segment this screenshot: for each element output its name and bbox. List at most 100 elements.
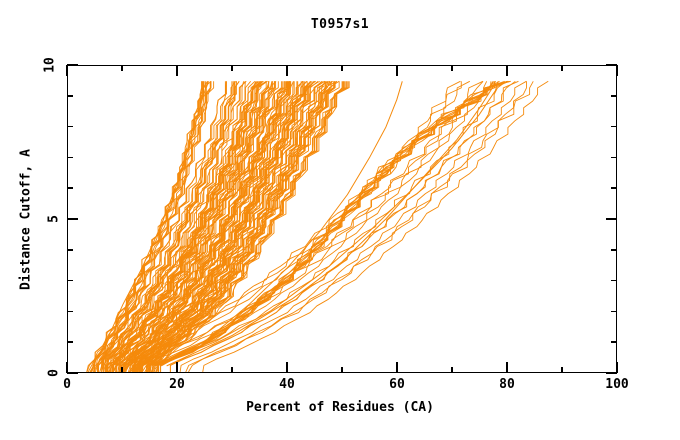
data-curve [107,81,252,372]
y-tick-right [611,341,617,343]
data-curve [160,81,403,367]
x-tick-label: 60 [389,377,405,392]
data-curve [112,81,277,372]
y-tick-right [611,125,617,128]
x-tick-bottom [341,367,343,373]
x-tick-bottom [66,362,68,373]
data-curve [95,80,315,367]
x-tick-label: 100 [605,377,629,392]
x-tick-top [451,65,453,71]
data-curve [125,81,294,372]
y-tick-right [611,156,617,159]
x-tick-bottom [396,362,398,373]
data-curve [109,80,261,372]
y-tick-right [611,95,617,97]
curves-layer [86,80,549,372]
data-curve [141,81,336,372]
y-tick-left [67,64,78,66]
y-tick-right [606,372,617,374]
x-tick-top [121,65,123,71]
x-tick-top [396,65,398,76]
y-tick-left [67,341,73,343]
data-curve [155,81,499,367]
x-tick-label: 0 [63,377,71,392]
x-tick-top [66,65,68,76]
y-tick-label: 0 [46,369,62,377]
data-curve [106,81,270,372]
data-curve [157,80,511,372]
data-curve [133,81,326,372]
data-curve [134,80,323,372]
x-tick-top [506,65,508,76]
data-curve [188,81,534,372]
data-curve [101,81,240,372]
data-curve [137,81,332,372]
data-curve [131,80,316,372]
data-curve [134,80,312,372]
data-curve [90,81,204,372]
data-curve [101,81,236,372]
y-tick-left [67,156,73,159]
data-curve [115,81,462,372]
data-curve [97,81,237,372]
x-tick-top [561,65,563,71]
data-curve [160,80,507,372]
data-curve [105,81,275,372]
x-tick-bottom [616,362,618,373]
x-tick-bottom [451,367,453,373]
data-curve [202,80,549,372]
data-curve [98,81,215,372]
data-curve [137,80,484,372]
data-curve [185,81,527,372]
x-tick-label: 20 [169,377,185,392]
data-curve [121,81,289,372]
x-tick-top [231,65,233,71]
data-curve [133,80,316,372]
x-tick-top [616,65,618,76]
data-curve [105,81,257,372]
data-curve [108,81,273,372]
y-tick-left [67,310,73,313]
x-tick-top [286,65,288,76]
x-tick-label: 40 [279,377,295,392]
y-tick-right [611,187,617,189]
data-curve [87,81,203,372]
data-curve [170,80,519,372]
x-axis-label: Percent of Residues (CA) [246,400,434,415]
y-axis-label: Distance Cutoff, A [18,149,34,290]
x-tick-bottom [176,362,178,373]
y-tick-left [67,372,78,374]
x-tick-bottom [506,362,508,373]
data-curve [140,81,335,372]
chart-title: T0957s1 [310,17,370,32]
data-curve [135,80,484,372]
y-tick-right [606,64,617,66]
data-curve [112,80,461,372]
data-curve [103,80,247,372]
data-curve [166,81,496,367]
y-tick-right [611,249,617,251]
data-curve [103,81,240,372]
x-tick-top [176,65,178,76]
x-tick-bottom [121,367,123,373]
data-curve [120,81,285,372]
data-curve [92,81,209,367]
y-tick-left [67,187,73,189]
y-tick-left [67,279,73,282]
data-curve [105,81,267,372]
y-tick-left [67,218,78,220]
y-tick-label: 5 [46,215,62,223]
data-curve [94,80,212,372]
data-curve [93,81,227,372]
x-tick-bottom [561,367,563,373]
data-curve [132,80,308,372]
data-curve [149,81,492,372]
data-curve [96,81,210,372]
y-tick-left [67,249,73,251]
x-tick-label: 80 [499,377,515,392]
x-tick-bottom [286,362,288,373]
data-curve [125,81,294,372]
y-tick-left [67,95,73,97]
data-curve [92,81,208,372]
